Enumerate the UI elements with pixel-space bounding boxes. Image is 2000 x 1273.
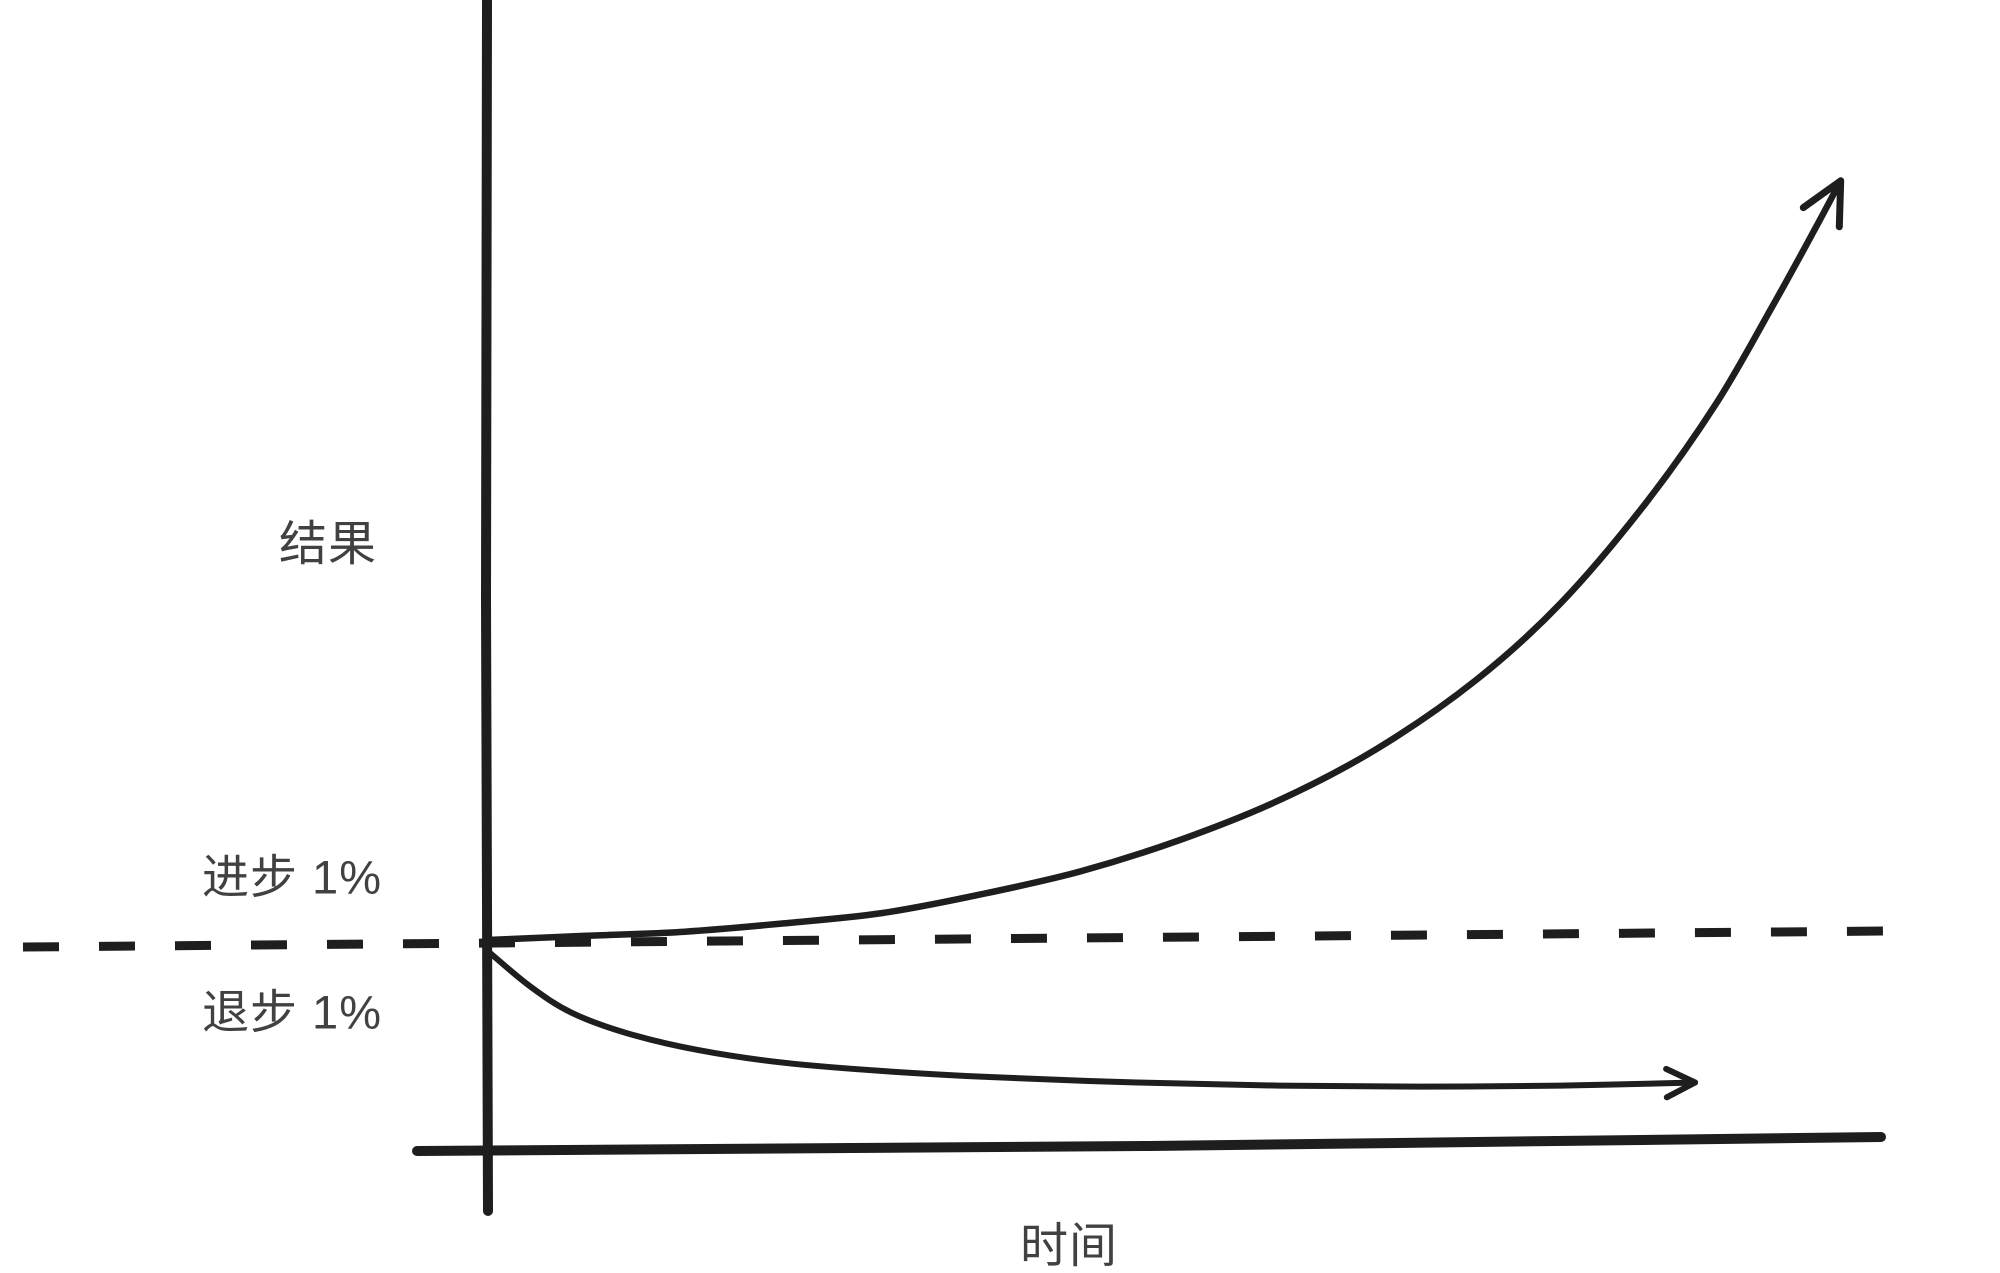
y-axis-label: 结果	[278, 518, 378, 571]
growth-curve	[483, 177, 1844, 944]
decay-curve	[484, 947, 1699, 1090]
baseline-dashed-line	[22, 926, 1889, 952]
y-axis-line	[481, 0, 493, 1216]
baseline-below-label: 退步 1%	[202, 985, 382, 1039]
decay-arrowhead	[1663, 1065, 1699, 1101]
x-axis-label: 时间	[1019, 1220, 1119, 1273]
baseline-above-label: 进步 1%	[202, 850, 382, 904]
x-axis-line	[412, 1132, 1886, 1156]
growth-arrowhead	[1799, 177, 1845, 231]
